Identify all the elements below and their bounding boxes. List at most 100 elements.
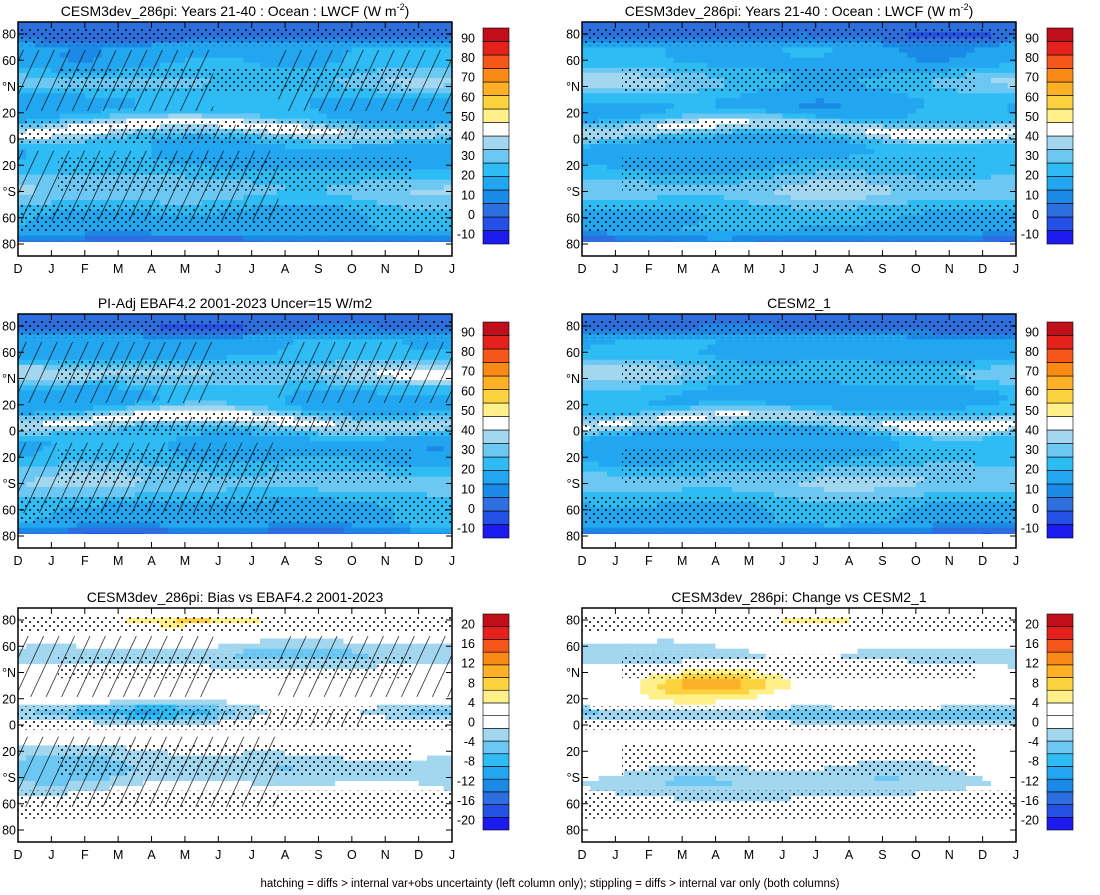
cell <box>865 235 875 242</box>
cell <box>682 98 692 104</box>
cell <box>807 57 817 64</box>
cell <box>318 230 328 237</box>
cell <box>84 230 94 237</box>
cell <box>1007 174 1016 181</box>
cell <box>318 235 328 242</box>
cell <box>368 189 378 196</box>
cell <box>310 113 320 120</box>
cell <box>293 113 303 120</box>
cell <box>435 22 445 28</box>
cell <box>632 47 642 54</box>
cell <box>632 154 642 160</box>
stipple-region <box>582 120 1016 144</box>
cell <box>815 108 825 115</box>
missing-band <box>18 242 452 256</box>
cell <box>740 93 750 99</box>
cell <box>243 62 253 69</box>
cell <box>999 230 1009 237</box>
cell <box>924 103 934 110</box>
cell <box>757 144 767 150</box>
cell <box>865 52 875 59</box>
cell <box>276 144 286 150</box>
cell <box>607 154 616 160</box>
cell <box>310 194 320 201</box>
cell <box>326 194 336 201</box>
cell <box>815 93 825 99</box>
cell <box>974 83 984 89</box>
cell <box>915 189 925 196</box>
cell <box>673 235 683 242</box>
cell <box>590 159 600 166</box>
cell <box>623 108 633 115</box>
cell <box>815 200 825 206</box>
cell <box>598 179 608 186</box>
cell <box>176 113 186 120</box>
cell <box>999 189 1009 196</box>
cell <box>109 235 119 242</box>
cell <box>882 22 892 28</box>
cell <box>982 57 992 64</box>
cell <box>426 184 436 191</box>
cell <box>426 22 436 28</box>
cell <box>682 108 692 115</box>
cell <box>443 194 452 201</box>
cell <box>723 230 733 237</box>
cell <box>59 113 69 120</box>
cell <box>874 93 884 99</box>
cell <box>657 108 667 115</box>
cell <box>393 235 403 242</box>
cell <box>940 149 950 155</box>
cell <box>226 47 236 54</box>
cell <box>824 194 833 201</box>
cell <box>598 77 608 84</box>
cell <box>326 22 336 28</box>
cell <box>243 235 253 242</box>
cell <box>632 200 642 206</box>
cell <box>126 22 136 28</box>
cell <box>590 98 600 104</box>
cell <box>757 200 767 206</box>
cell <box>999 93 1009 99</box>
cell <box>93 235 103 242</box>
cell <box>799 98 808 104</box>
cell <box>34 22 44 28</box>
cell <box>865 149 875 155</box>
cell <box>932 62 942 69</box>
cell <box>690 103 700 110</box>
cell <box>698 144 708 150</box>
cell <box>757 103 767 110</box>
cell <box>640 103 650 110</box>
cell <box>293 154 303 160</box>
cell <box>849 189 859 196</box>
cell <box>226 52 236 59</box>
cell <box>690 144 700 150</box>
cell <box>368 200 378 206</box>
colorbar-swatch <box>1046 122 1074 137</box>
cell <box>118 235 128 242</box>
cell <box>443 108 452 115</box>
cell <box>168 22 178 28</box>
colorbar-swatch <box>482 68 510 83</box>
cell <box>598 62 608 69</box>
cell <box>840 98 850 104</box>
cell <box>201 235 211 242</box>
cell <box>632 93 642 99</box>
cell <box>940 22 950 28</box>
cell <box>657 144 667 150</box>
cell <box>607 230 616 237</box>
cell <box>109 144 119 150</box>
cell <box>632 22 642 28</box>
cell <box>401 235 411 242</box>
cell <box>640 200 650 206</box>
cell <box>632 98 642 104</box>
cell <box>707 108 717 115</box>
cell <box>815 194 825 201</box>
cell <box>623 98 633 104</box>
cell <box>840 200 850 206</box>
cell <box>690 22 700 28</box>
cell <box>882 108 892 115</box>
cell <box>815 52 825 59</box>
cell <box>807 22 817 28</box>
x-tick-label: D <box>577 262 586 276</box>
